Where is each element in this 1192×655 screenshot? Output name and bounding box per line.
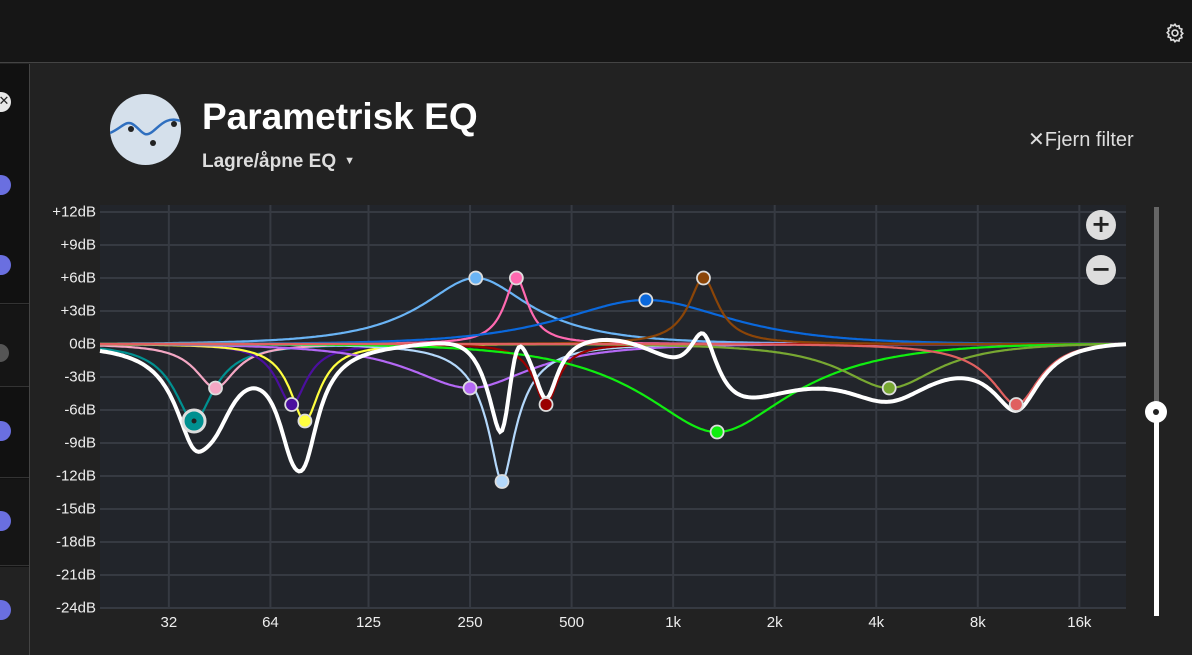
filter-handle[interactable] <box>538 397 554 412</box>
filter-handle[interactable] <box>208 380 223 396</box>
filter-handle[interactable] <box>468 270 484 286</box>
y-tick-label: +6dB <box>60 269 96 287</box>
y-tick-label: -15dB <box>55 500 96 518</box>
y-tick-label: -18dB <box>55 533 96 551</box>
close-icon[interactable]: ✕ <box>0 92 11 112</box>
y-tick-label: +12dB <box>52 203 96 221</box>
filter-handle[interactable] <box>638 292 654 308</box>
remove-filter-label: Fjern filter <box>1044 129 1134 151</box>
selected-handle-dot <box>191 418 197 424</box>
preset-menu[interactable]: Lagre/åpne EQ ▼ <box>202 151 355 173</box>
toggle-on-icon[interactable] <box>0 600 11 620</box>
toggle-on-icon[interactable] <box>0 421 11 441</box>
sidebar-section: ✕ <box>0 64 29 304</box>
x-tick-label: 250 <box>457 614 483 631</box>
x-tick-label: 64 <box>262 614 279 631</box>
filter-curve <box>100 342 1127 406</box>
zoom-out-button[interactable]: − <box>1086 255 1116 285</box>
page-title: Parametrisk EQ <box>202 96 478 137</box>
x-tick-label: 4k <box>868 614 885 631</box>
filter-handle[interactable] <box>1008 397 1024 412</box>
combined-curve <box>99 331 1127 474</box>
top-bar <box>0 0 1192 63</box>
x-tick-label: 32 <box>160 614 178 631</box>
remove-filter-button[interactable]: ✕Fjern filter <box>1028 127 1134 152</box>
sidebar-section <box>0 479 29 566</box>
y-tick-label: -3dB <box>64 368 96 386</box>
x-tick-label: 8k <box>969 614 986 631</box>
x-tick-label: 125 <box>355 614 381 631</box>
filter-handle[interactable] <box>494 474 510 489</box>
y-tick-label: -9dB <box>64 434 96 452</box>
y-tick-label: -12dB <box>55 467 96 485</box>
filter-handle[interactable] <box>696 270 711 286</box>
y-tick-label: +3dB <box>60 302 96 320</box>
filter-handle[interactable] <box>297 413 313 429</box>
gain-slider-fill[interactable] <box>1154 411 1159 616</box>
preset-menu-label: Lagre/åpne EQ <box>202 151 337 172</box>
x-tick-label: 16k <box>1067 614 1092 631</box>
filter-sidebar: ✕ <box>0 64 30 655</box>
y-tick-label: +9dB <box>60 236 96 254</box>
filter-handle[interactable] <box>284 397 300 412</box>
caret-down-icon: ▼ <box>344 155 355 167</box>
close-icon: ✕ <box>1028 129 1045 151</box>
toggle-on-icon[interactable] <box>0 175 11 195</box>
x-tick-label: 1k <box>665 614 682 631</box>
sidebar-section <box>0 567 29 655</box>
sidebar-section <box>0 388 29 478</box>
eq-curve-icon <box>110 94 181 165</box>
toggle-off-icon[interactable] <box>0 344 9 362</box>
y-tick-label: 0dB <box>69 335 96 353</box>
x-tick-label: 2k <box>766 614 783 631</box>
plot-background <box>100 205 1126 608</box>
y-tick-label: -21dB <box>55 566 96 584</box>
gear-icon[interactable] <box>1164 22 1186 44</box>
filter-handle[interactable] <box>508 270 524 286</box>
x-tick-label: 500 <box>559 614 585 631</box>
y-tick-label: -6dB <box>64 401 96 419</box>
zoom-in-button[interactable]: + <box>1086 210 1116 240</box>
toggle-on-icon[interactable] <box>0 255 11 275</box>
gain-slider-track[interactable] <box>1154 207 1159 411</box>
y-tick-label: -24dB <box>55 599 96 617</box>
filter-handle[interactable] <box>709 424 725 440</box>
sidebar-section <box>0 305 29 387</box>
gain-slider-thumb[interactable] <box>1145 401 1167 423</box>
filter-handle[interactable] <box>881 380 897 396</box>
filter-handle[interactable] <box>462 380 478 396</box>
toggle-on-icon[interactable] <box>0 511 11 531</box>
